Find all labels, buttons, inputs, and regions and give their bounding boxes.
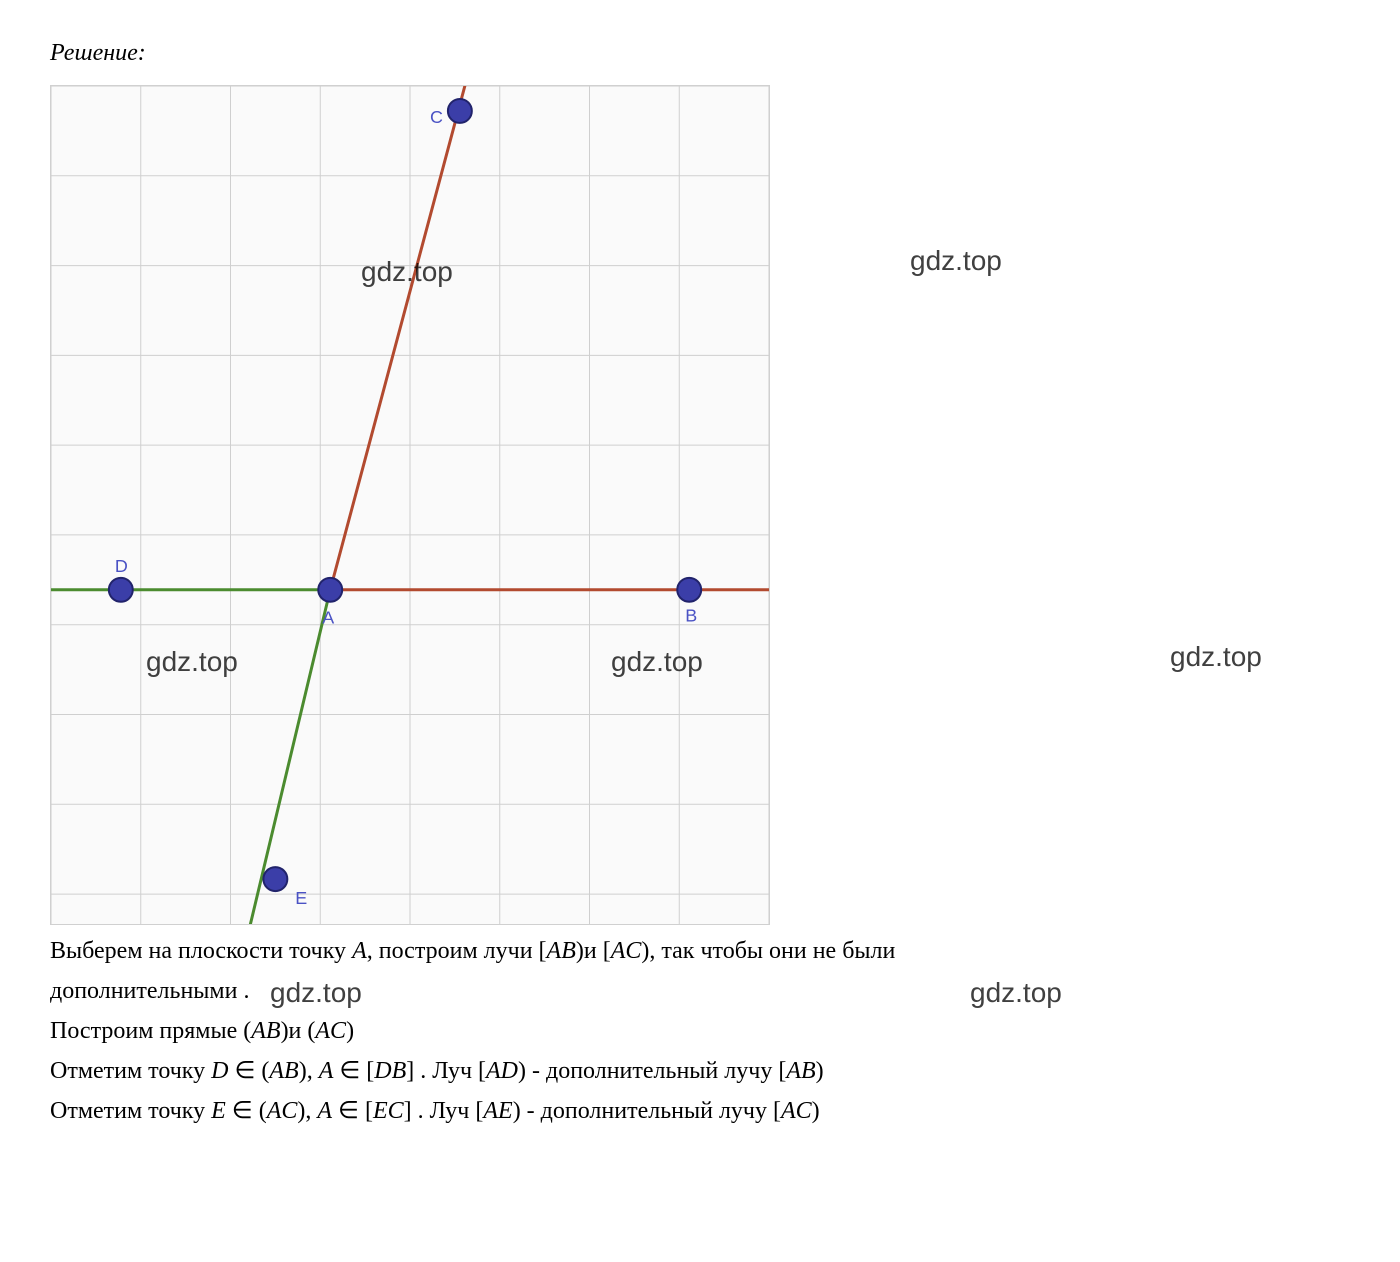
point-C [448,99,472,123]
solution-text: Выберем на плоскости точку A, построим л… [50,933,1330,1129]
t4g: ) [816,1058,824,1084]
t5g: ) [812,1098,820,1124]
text-line-5: Отметим точку E ∈ (AC), A ∈ [EC] . Луч [… [50,1093,1330,1129]
t4f: ) - дополнительный лучу [ [518,1058,786,1084]
t4c: ), [299,1058,319,1084]
point-label-B: B [685,606,697,626]
t3AC: AC [315,1018,346,1044]
t4d: ∈ [ [333,1058,374,1084]
t4DB: DB [374,1058,406,1084]
t5d: ∈ [ [332,1098,373,1124]
t5b: ∈ ( [226,1098,267,1124]
t3a: Построим прямые ( [50,1018,251,1044]
t5AE: AE [483,1098,512,1124]
t1AC: AC [611,938,642,964]
t5A: A [317,1098,332,1124]
t1A: A [352,938,367,964]
t4AB2: AB [786,1058,815,1084]
t1AB: AB [547,938,576,964]
t5a: Отметим точку [50,1098,211,1124]
text-line-4: Отметим точку D ∈ (AB), A ∈ [DB] . Луч [… [50,1053,1330,1089]
solution-text-wrapper: Выберем на плоскости точку A, построим л… [50,933,1350,1129]
t1d: ), так чтобы они не были [641,938,895,964]
t5c: ), [297,1098,317,1124]
point-label-D: D [115,556,128,576]
t1b: , построим лучи [ [367,938,547,964]
t1c: )и [ [576,938,611,964]
point-B [677,578,701,602]
watermark: gdz.top [1170,641,1262,673]
t3AB: AB [251,1018,280,1044]
t4D: D [211,1058,228,1084]
t5f: ) - дополнительный лучу [ [513,1098,781,1124]
figure-row: ABCDE gdz.topgdz.topgdz.top gdz.topgdz.t… [50,85,1350,925]
text-line-1: Выберем на плоскости точку A, построим л… [50,933,1330,969]
t5AC: AC [267,1098,298,1124]
solution-title: Решение: [50,40,1350,67]
text-line-3: Построим прямые (AB)и (AC) [50,1013,1330,1049]
point-label-E: E [295,888,307,908]
t1a: Выберем на плоскости точку [50,938,352,964]
t4AD: AD [486,1058,518,1084]
t4e: ] . Луч [ [406,1058,486,1084]
graph-svg: A B C D E [51,86,769,924]
t5AC2: AC [781,1098,812,1124]
t4b: ∈ ( [228,1058,269,1084]
t4a: Отметим точку [50,1058,211,1084]
point-label-A: A [322,608,334,628]
watermark: gdz.top [910,245,1002,277]
t3b: )и ( [281,1018,316,1044]
point-label-C: C [430,107,443,127]
graph-container: ABCDE gdz.topgdz.topgdz.top [50,85,770,925]
point-E [263,867,287,891]
text-line-2: дополнительными . [50,973,1330,1009]
right-watermark-col: gdz.top gdz.top [780,85,1340,925]
t5E: E [211,1098,226,1124]
t4AB: AB [269,1058,298,1084]
t5e: ] . Луч [ [404,1098,484,1124]
point-A [318,578,342,602]
t3c: ) [346,1018,354,1044]
t4A: A [319,1058,334,1084]
t5EC: EC [373,1098,404,1124]
point-D [109,578,133,602]
